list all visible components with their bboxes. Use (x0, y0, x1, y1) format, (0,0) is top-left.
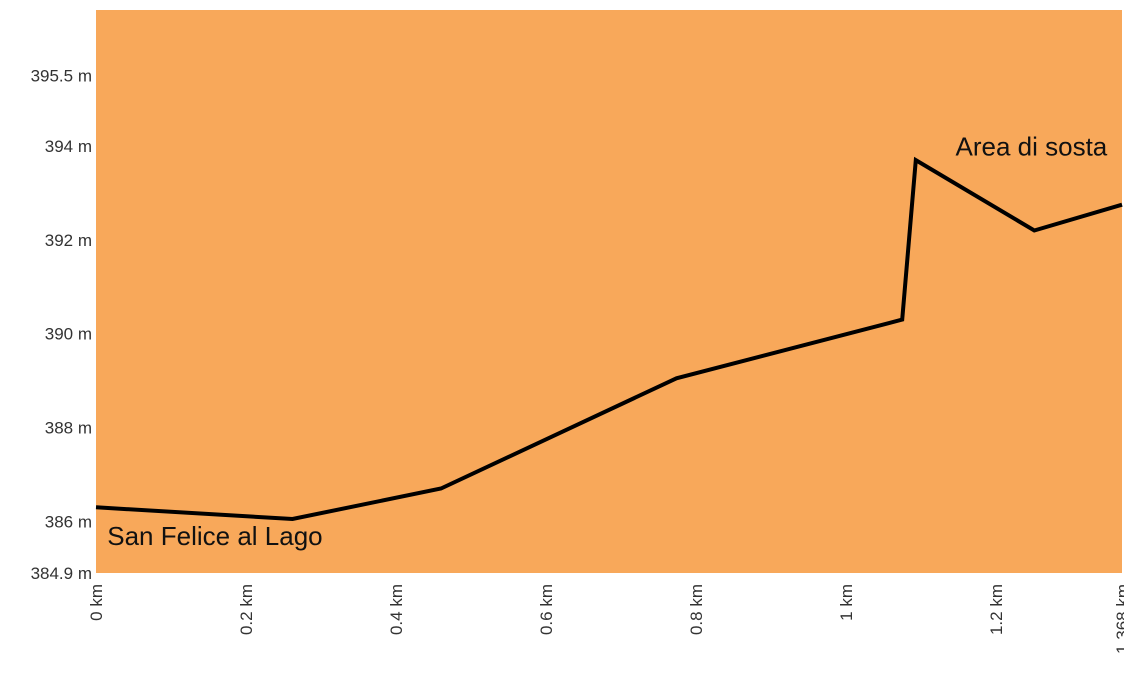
y-axis: 384.9 m 386 m 388 m 390 m 392 m 394 m 395.5 m (31, 67, 92, 583)
x-tick-label: 0.2 km (237, 584, 256, 635)
x-tick-label: 0.6 km (537, 584, 556, 635)
data-points (95, 160, 1123, 520)
y-tick-label: 384.9 m (31, 564, 92, 583)
y-tick-label: 386 m (45, 512, 92, 531)
x-tick-label: 1.368 km (1113, 584, 1124, 654)
x-tick-label: 0.4 km (387, 584, 406, 635)
y-tick-label: 388 m (45, 419, 92, 438)
elevation-line (95, 156, 1123, 522)
annotation-label: San Felice al Lago (107, 521, 322, 551)
annotations: San Felice al Lago Area di sosta (107, 131, 1108, 550)
plot-area (96, 10, 1122, 573)
x-tick-label: 0 km (87, 584, 106, 621)
y-tick-label: 390 m (45, 325, 92, 344)
x-tick-label: 1 km (837, 584, 856, 621)
annotation-label: Area di sosta (956, 131, 1108, 161)
x-axis: 0 km 0.2 km 0.4 km 0.6 km 0.8 km 1 km 1.2 km 1.… (87, 584, 1124, 654)
y-tick-label: 394 m (45, 137, 92, 156)
y-tick-label: 395.5 m (31, 67, 92, 86)
y-tick-label: 392 m (45, 231, 92, 250)
x-tick-label: 0.8 km (687, 584, 706, 635)
x-tick-label: 1.2 km (987, 584, 1006, 635)
